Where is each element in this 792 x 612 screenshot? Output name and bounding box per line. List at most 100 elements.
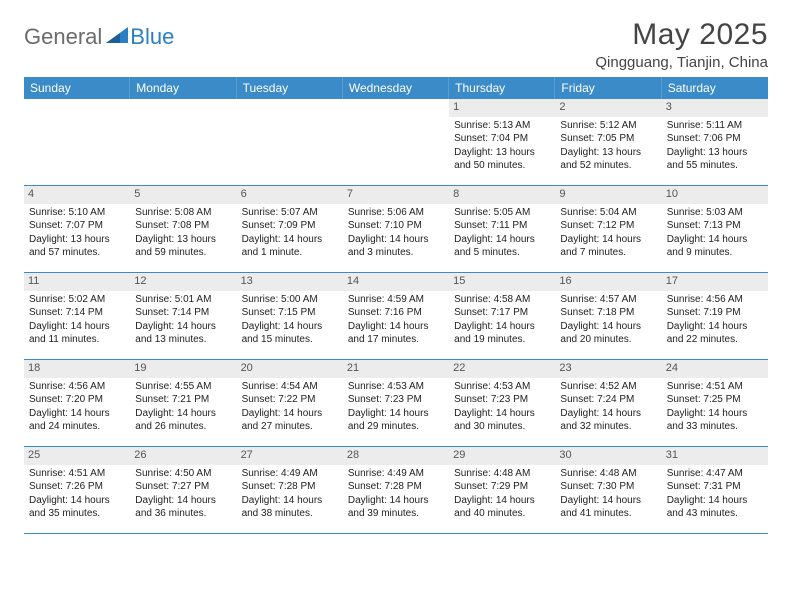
day-line-day2: and 22 minutes. (667, 334, 763, 347)
day-line-day1: Daylight: 14 hours (242, 495, 338, 508)
day-number: 8 (449, 186, 555, 204)
day-line-sunset: Sunset: 7:07 PM (29, 220, 125, 233)
header: General Blue May 2025 Qingguang, Tianjin… (24, 18, 768, 71)
day-cell: 20 Sunrise: 4:54 AMSunset: 7:22 PMDayligh… (237, 360, 343, 446)
day-line-sunrise: Sunrise: 4:50 AM (135, 468, 231, 481)
day-line-day1: Daylight: 14 hours (29, 408, 125, 421)
day-number: 15 (449, 273, 555, 291)
day-number: 23 (555, 360, 661, 378)
day-line-sunrise: Sunrise: 5:08 AM (135, 207, 231, 220)
day-line-sunrise: Sunrise: 4:48 AM (454, 468, 550, 481)
day-cell: 11Sunrise: 5:02 AMSunset: 7:14 PMDayligh… (24, 273, 130, 359)
day-cell: 21Sunrise: 4:53 AMSunset: 7:23 PMDayligh… (343, 360, 449, 446)
day-cell: 3 Sunrise: 5:11 AMSunset: 7:06 PMDaylight… (662, 99, 768, 185)
day-details: Sunrise: 4:56 AMSunset: 7:20 PMDaylight:… (29, 381, 125, 434)
day-line-sunset: Sunset: 7:23 PM (348, 394, 444, 407)
day-cell: 9Sunrise: 5:04 AMSunset: 7:12 PMDaylight… (555, 186, 661, 272)
day-number: 10 (662, 186, 768, 204)
day-line-day1: Daylight: 14 hours (29, 495, 125, 508)
logo: General Blue (24, 24, 174, 50)
day-line-sunset: Sunset: 7:05 PM (560, 133, 656, 146)
location: Qingguang, Tianjin, China (595, 54, 768, 71)
day-line-sunrise: Sunrise: 4:55 AM (135, 381, 231, 394)
day-number: 20 (237, 360, 343, 378)
weekday-header-row: Sunday Monday Tuesday Wednesday Thursday… (24, 77, 768, 99)
day-line-sunset: Sunset: 7:22 PM (242, 394, 338, 407)
day-cell: 27Sunrise: 4:49 AMSunset: 7:28 PMDayligh… (237, 447, 343, 533)
day-line-sunrise: Sunrise: 5:12 AM (560, 120, 656, 133)
day-line-sunset: Sunset: 7:17 PM (454, 307, 550, 320)
day-line-sunset: Sunset: 7:18 PM (560, 307, 656, 320)
weeks-container: 1Sunrise: 5:13 AMSunset: 7:04 PMDaylight… (24, 99, 768, 534)
day-line-sunset: Sunset: 7:09 PM (242, 220, 338, 233)
day-line-sunset: Sunset: 7:30 PM (560, 481, 656, 494)
day-line-day2: and 20 minutes. (560, 334, 656, 347)
day-line-day1: Daylight: 14 hours (560, 495, 656, 508)
page: General Blue May 2025 Qingguang, Tianjin… (0, 0, 792, 534)
day-details: Sunrise: 5:11 AMSunset: 7:06 PMDaylight:… (667, 120, 763, 173)
day-line-sunset: Sunset: 7:08 PM (135, 220, 231, 233)
day-line-sunrise: Sunrise: 4:51 AM (29, 468, 125, 481)
day-number: 22 (449, 360, 555, 378)
day-details: Sunrise: 4:50 AMSunset: 7:27 PMDaylight:… (135, 468, 231, 521)
day-line-day1: Daylight: 14 hours (135, 321, 231, 334)
day-number: 18 (24, 360, 130, 378)
day-line-sunset: Sunset: 7:16 PM (348, 307, 444, 320)
week-row: 18 Sunrise: 4:56 AMSunset: 7:20 PMDayligh… (24, 360, 768, 447)
day-cell: 2Sunrise: 5:12 AMSunset: 7:05 PMDaylight… (555, 99, 661, 185)
day-number: 16 (555, 273, 661, 291)
day-cell: 19Sunrise: 4:55 AMSunset: 7:21 PMDayligh… (130, 360, 236, 446)
day-line-day2: and 57 minutes. (29, 247, 125, 260)
day-cell: 22 Sunrise: 4:53 AMSunset: 7:23 PMDayligh… (449, 360, 555, 446)
day-line-day2: and 13 minutes. (135, 334, 231, 347)
day-line-sunset: Sunset: 7:21 PM (135, 394, 231, 407)
day-details: Sunrise: 4:51 AMSunset: 7:25 PMDaylight:… (667, 381, 763, 434)
day-line-sunrise: Sunrise: 4:48 AM (560, 468, 656, 481)
day-number: 2 (555, 99, 661, 117)
weekday-header: Thursday (449, 77, 555, 99)
day-line-day2: and 59 minutes. (135, 247, 231, 260)
day-details: Sunrise: 4:56 AMSunset: 7:19 PMDaylight:… (667, 294, 763, 347)
day-number: 3 (662, 99, 768, 117)
day-line-day2: and 52 minutes. (560, 160, 656, 173)
day-line-sunset: Sunset: 7:19 PM (667, 307, 763, 320)
day-line-day1: Daylight: 14 hours (667, 408, 763, 421)
day-line-sunset: Sunset: 7:10 PM (348, 220, 444, 233)
day-line-sunrise: Sunrise: 4:57 AM (560, 294, 656, 307)
day-line-sunrise: Sunrise: 5:10 AM (29, 207, 125, 220)
weekday-header: Wednesday (343, 77, 449, 99)
day-number: 13 (237, 273, 343, 291)
day-line-day1: Daylight: 14 hours (135, 495, 231, 508)
day-details: Sunrise: 5:01 AMSunset: 7:14 PMDaylight:… (135, 294, 231, 347)
day-number: 12 (130, 273, 236, 291)
day-cell (24, 99, 130, 185)
weekday-header: Friday (555, 77, 661, 99)
day-cell: 5Sunrise: 5:08 AMSunset: 7:08 PMDaylight… (130, 186, 236, 272)
day-number: 6 (237, 186, 343, 204)
day-line-day1: Daylight: 14 hours (348, 321, 444, 334)
day-details: Sunrise: 4:53 AMSunset: 7:23 PMDaylight:… (454, 381, 550, 434)
day-line-day1: Daylight: 14 hours (242, 234, 338, 247)
day-line-sunset: Sunset: 7:04 PM (454, 133, 550, 146)
day-details: Sunrise: 5:03 AMSunset: 7:13 PMDaylight:… (667, 207, 763, 260)
day-details: Sunrise: 5:08 AMSunset: 7:08 PMDaylight:… (135, 207, 231, 260)
day-line-day1: Daylight: 14 hours (348, 495, 444, 508)
day-line-day2: and 35 minutes. (29, 508, 125, 521)
week-row: 11Sunrise: 5:02 AMSunset: 7:14 PMDayligh… (24, 273, 768, 360)
day-cell: 25Sunrise: 4:51 AMSunset: 7:26 PMDayligh… (24, 447, 130, 533)
day-line-sunrise: Sunrise: 4:56 AM (29, 381, 125, 394)
day-line-sunrise: Sunrise: 4:49 AM (242, 468, 338, 481)
day-line-day1: Daylight: 14 hours (560, 234, 656, 247)
day-cell (237, 99, 343, 185)
day-line-sunrise: Sunrise: 4:54 AM (242, 381, 338, 394)
day-details: Sunrise: 4:58 AMSunset: 7:17 PMDaylight:… (454, 294, 550, 347)
day-line-sunrise: Sunrise: 5:05 AM (454, 207, 550, 220)
day-line-sunset: Sunset: 7:11 PM (454, 220, 550, 233)
day-line-day1: Daylight: 13 hours (667, 147, 763, 160)
day-line-sunset: Sunset: 7:27 PM (135, 481, 231, 494)
day-cell: 24Sunrise: 4:51 AMSunset: 7:25 PMDayligh… (662, 360, 768, 446)
day-line-day1: Daylight: 14 hours (242, 408, 338, 421)
day-line-sunrise: Sunrise: 4:53 AM (454, 381, 550, 394)
day-line-sunrise: Sunrise: 5:01 AM (135, 294, 231, 307)
day-number: 27 (237, 447, 343, 465)
